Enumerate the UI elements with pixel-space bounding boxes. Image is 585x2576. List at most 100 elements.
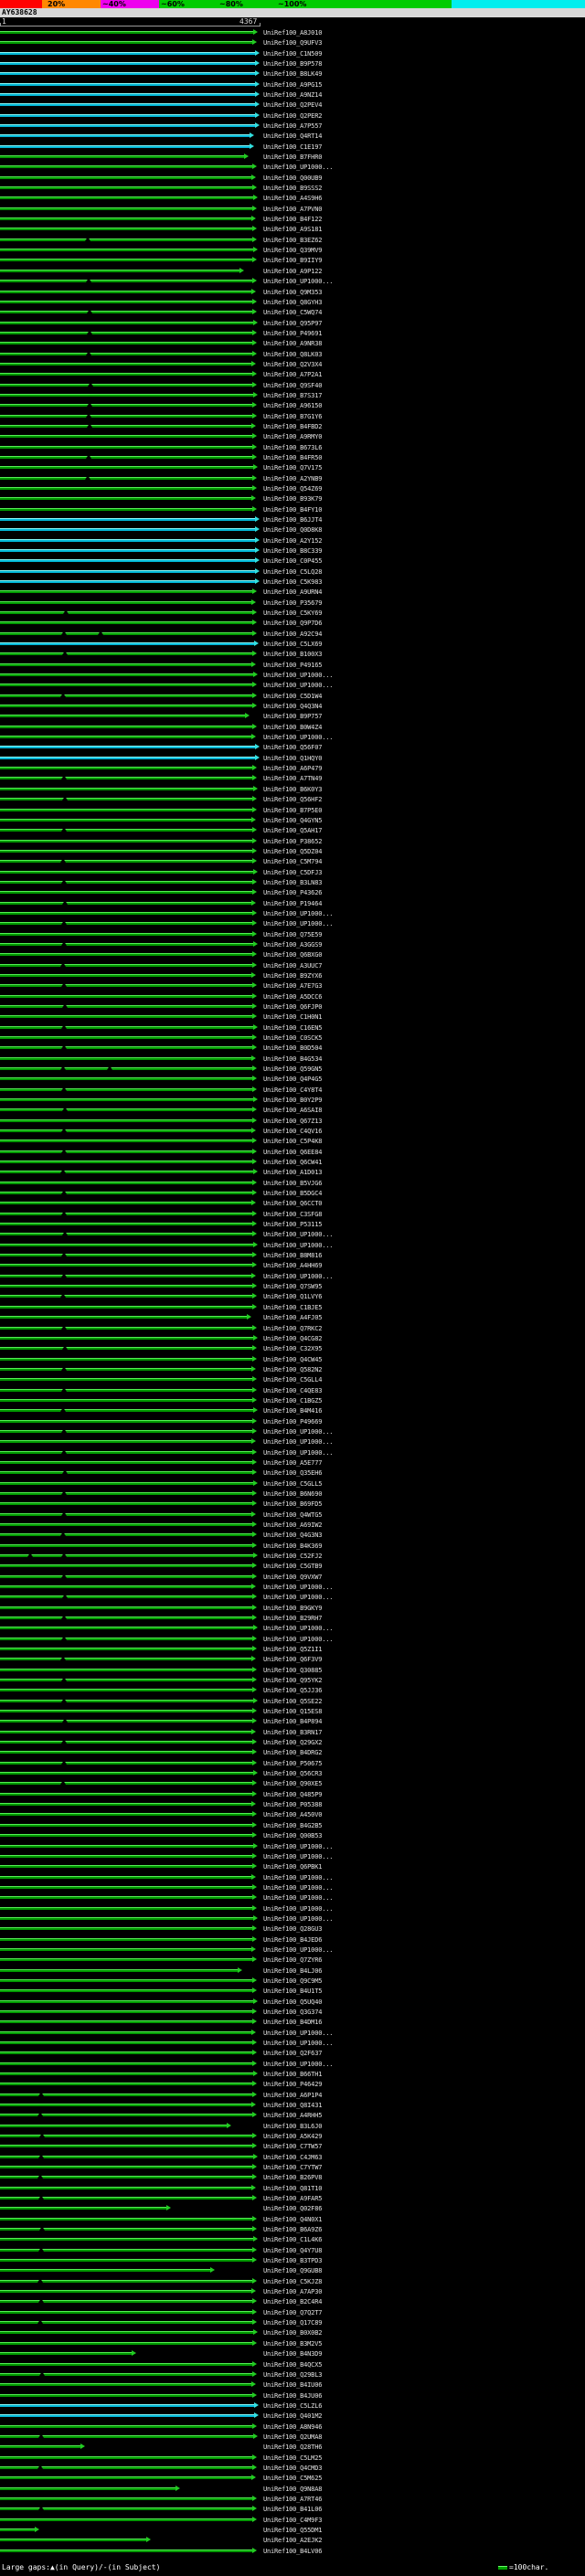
hit-bar[interactable] [0, 113, 255, 117]
hit-bar[interactable] [0, 1367, 251, 1371]
hit-bar[interactable] [0, 1409, 253, 1413]
hit-label[interactable]: UniRef100_A9S181 [263, 226, 323, 234]
hit-bar[interactable] [0, 2476, 251, 2480]
hit-label[interactable]: UniRef100_UP1000... [263, 278, 334, 286]
hit-label[interactable]: UniRef100_Q4GYN5 [263, 816, 323, 824]
hit-bar[interactable] [0, 1274, 251, 1277]
hit-bar[interactable] [0, 1419, 252, 1423]
hit-bar[interactable] [0, 497, 251, 501]
hit-bar[interactable] [0, 445, 252, 449]
hit-label[interactable]: UniRef100_Q5Z1I1 [263, 1646, 323, 1654]
hit-label[interactable]: UniRef100_B41L06 [263, 2506, 323, 2514]
hit-bar[interactable] [0, 1937, 252, 1941]
hit-bar[interactable] [0, 1316, 247, 1320]
hit-label[interactable]: UniRef100_A9P122 [263, 267, 323, 275]
hit-label[interactable]: UniRef100_A5K429 [263, 2133, 323, 2141]
hit-bar[interactable] [0, 124, 255, 128]
hit-label[interactable]: UniRef100_Q5AH17 [263, 827, 323, 835]
hit-bar[interactable] [0, 1761, 252, 1765]
hit-bar[interactable] [0, 2135, 252, 2138]
hit-label[interactable]: UniRef100_B4K369 [263, 1542, 323, 1550]
hit-bar[interactable] [0, 1916, 253, 1920]
hit-bar[interactable] [0, 684, 252, 687]
hit-label[interactable]: UniRef100_UP1000... [263, 1883, 334, 1892]
hit-bar[interactable] [0, 1056, 251, 1060]
hit-bar[interactable] [0, 1077, 252, 1081]
hit-label[interactable]: UniRef100_Q3G374 [263, 2008, 323, 2016]
hit-label[interactable]: UniRef100_Q56CR3 [263, 1770, 323, 1778]
hit-bar[interactable] [0, 1460, 252, 1464]
hit-bar[interactable] [0, 1087, 252, 1091]
hit-bar[interactable] [0, 1171, 253, 1174]
hit-label[interactable]: UniRef100_UP1000... [263, 1427, 334, 1436]
hit-bar[interactable] [0, 1440, 251, 1444]
hit-bar[interactable] [0, 269, 239, 272]
hit-bar[interactable] [0, 290, 251, 293]
hit-label[interactable]: UniRef100_Q1LVY6 [263, 1293, 323, 1301]
hit-bar[interactable] [0, 1264, 252, 1267]
hit-bar[interactable] [0, 1098, 253, 1102]
hit-bar[interactable] [0, 1543, 252, 1547]
hit-label[interactable]: UniRef100_Q9GUB8 [263, 2267, 323, 2275]
hit-bar[interactable] [0, 2372, 252, 2376]
hit-label[interactable]: UniRef100_B100X3 [263, 651, 323, 659]
hit-label[interactable]: UniRef100_B6A9Z6 [263, 2226, 323, 2234]
hit-label[interactable]: UniRef100_Q54Z69 [263, 484, 323, 493]
hit-label[interactable]: UniRef100_Q6EE84 [263, 1148, 323, 1156]
hit-bar[interactable] [0, 2496, 252, 2500]
hit-label[interactable]: UniRef100_B4G534 [263, 1055, 323, 1063]
hit-bar[interactable] [0, 321, 253, 324]
hit-label[interactable]: UniRef100_C16EN5 [263, 1023, 323, 1032]
hit-label[interactable]: UniRef100_P43626 [263, 889, 323, 897]
hit-bar[interactable] [0, 839, 252, 843]
hit-label[interactable]: UniRef100_Q30885 [263, 1666, 323, 1674]
hit-label[interactable]: UniRef100_Q95P97 [263, 319, 323, 327]
hit-label[interactable]: UniRef100_Q9P7D6 [263, 620, 323, 628]
hit-bar[interactable] [0, 2041, 252, 2044]
hit-label[interactable]: UniRef100_A7P557 [263, 122, 323, 131]
hit-bar[interactable] [0, 953, 252, 957]
hit-bar[interactable] [0, 694, 252, 697]
hit-label[interactable]: UniRef100_A4HH69 [263, 1262, 323, 1270]
hit-bar[interactable] [0, 611, 252, 615]
hit-bar[interactable] [0, 1595, 252, 1599]
hit-label[interactable]: UniRef100_Q4Y7U8 [263, 2246, 323, 2254]
hit-bar[interactable] [0, 901, 251, 905]
hit-bar[interactable] [0, 1741, 252, 1744]
hit-bar[interactable] [0, 134, 250, 138]
hit-label[interactable]: UniRef100_Q9N8A8 [263, 2485, 323, 2493]
hit-label[interactable]: UniRef100_P53115 [263, 1221, 323, 1229]
hit-bar[interactable] [0, 1617, 252, 1620]
hit-label[interactable]: UniRef100_Q485P9 [263, 1790, 323, 1798]
hit-bar[interactable] [0, 673, 253, 677]
hit-label[interactable]: UniRef100_Q2V3X4 [263, 360, 323, 368]
hit-bar[interactable] [0, 2383, 251, 2387]
hit-bar[interactable] [0, 1347, 252, 1351]
hit-label[interactable]: UniRef100_Q4N0X1 [263, 2215, 323, 2223]
hit-bar[interactable] [0, 1150, 252, 1153]
hit-label[interactable]: UniRef100_A5E777 [263, 1458, 323, 1467]
hit-label[interactable]: UniRef100_C5GTB9 [263, 1563, 323, 1571]
hit-label[interactable]: UniRef100_C52FJ2 [263, 1552, 323, 1560]
hit-bar[interactable] [0, 1844, 253, 1848]
hit-bar[interactable] [0, 1233, 252, 1236]
hit-bar[interactable] [0, 2009, 252, 2013]
hit-bar[interactable] [0, 1574, 252, 1578]
hit-label[interactable]: UniRef100_Q7V175 [263, 464, 323, 472]
hit-label[interactable]: UniRef100_Q17C89 [263, 2319, 323, 2327]
hit-label[interactable]: UniRef100_Q39MV9 [263, 247, 323, 255]
hit-bar[interactable] [0, 984, 252, 988]
hit-label[interactable]: UniRef100_A9URN4 [263, 588, 323, 597]
hit-bar[interactable] [0, 1751, 252, 1754]
hit-label[interactable]: UniRef100_B69FD5 [263, 1500, 323, 1509]
hit-label[interactable]: UniRef100_Q55DM1 [263, 2526, 323, 2534]
hit-bar[interactable] [0, 2434, 253, 2438]
hit-label[interactable]: UniRef100_UP1000... [263, 920, 334, 928]
hit-label[interactable]: UniRef100_B0X0B2 [263, 2329, 323, 2337]
hit-label[interactable]: UniRef100_Q5SE22 [263, 1697, 323, 1705]
hit-label[interactable]: UniRef100_B0W4Z4 [263, 723, 323, 731]
hit-bar[interactable] [0, 2186, 251, 2189]
hit-label[interactable]: UniRef100_B7FHR0 [263, 154, 323, 162]
hit-bar[interactable] [0, 963, 252, 967]
hit-bar[interactable] [0, 414, 252, 418]
